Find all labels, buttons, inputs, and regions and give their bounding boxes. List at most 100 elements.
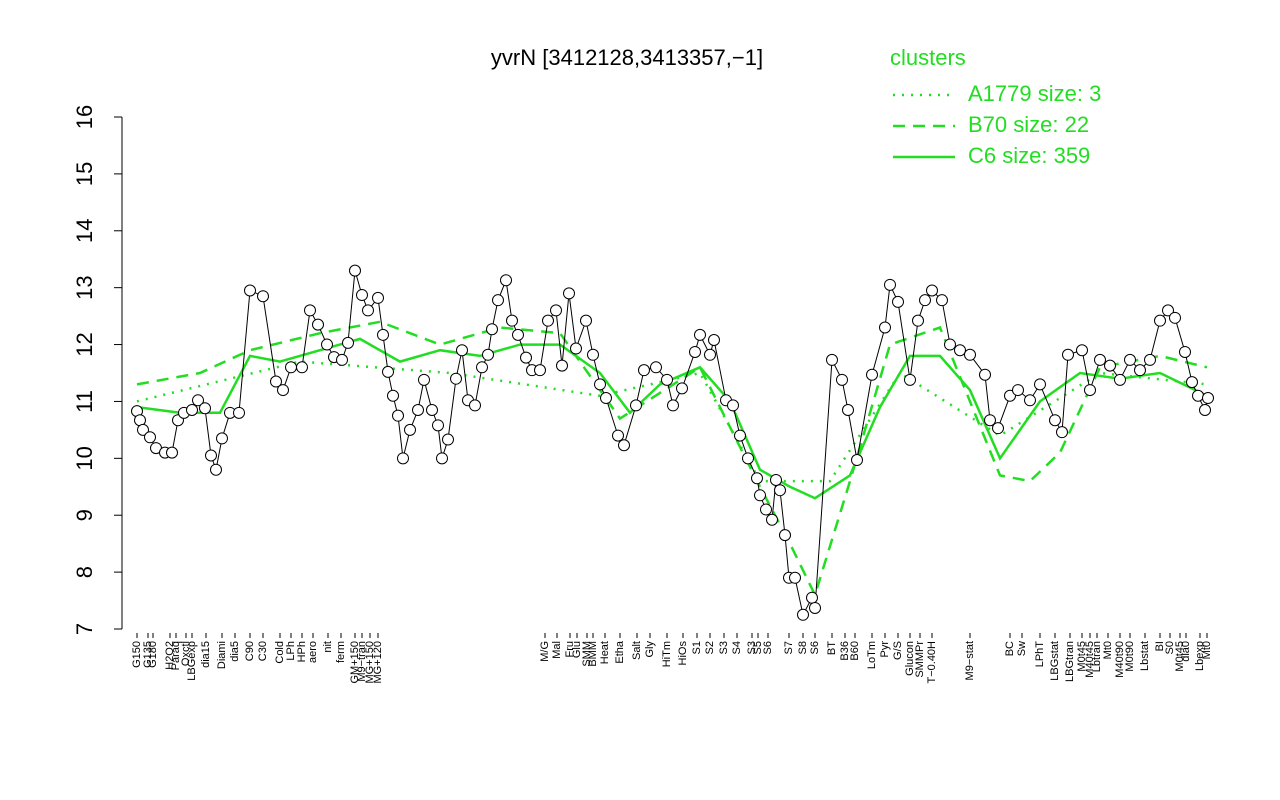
x-tick-label: G135 xyxy=(142,641,154,668)
data-point xyxy=(205,449,217,462)
data-point xyxy=(285,361,297,374)
data-point xyxy=(1104,359,1116,372)
x-tick-label: Glu xyxy=(571,641,583,658)
x-tick-label: Fru xyxy=(564,641,576,658)
data-point xyxy=(766,513,778,526)
x-tick-label: SMMPr xyxy=(914,641,926,678)
data-point xyxy=(779,529,791,542)
data-point xyxy=(851,454,863,467)
data-point xyxy=(912,314,924,327)
data-point xyxy=(1024,394,1036,407)
x-tick-label: G/S xyxy=(892,641,904,660)
data-point xyxy=(492,294,504,307)
x-tick-label: Salt xyxy=(631,641,643,660)
x-tick-label: GM+150 xyxy=(349,641,361,684)
x-tick-label: MG+120 xyxy=(372,641,384,684)
data-point xyxy=(1134,364,1146,377)
data-point xyxy=(904,373,916,386)
data-point xyxy=(144,431,156,444)
data-point xyxy=(312,318,324,331)
data-point xyxy=(892,295,904,308)
y-tick-label: 11 xyxy=(72,390,97,413)
data-point xyxy=(936,294,948,307)
x-tick-label: S0 xyxy=(1164,641,1176,654)
data-point xyxy=(1154,314,1166,327)
x-tick-label: C30 xyxy=(257,641,269,661)
data-point xyxy=(469,399,481,412)
x-tick-label: nit xyxy=(322,641,334,653)
y-tick-label: 8 xyxy=(72,566,97,578)
data-point xyxy=(418,373,430,386)
data-point xyxy=(836,373,848,386)
data-point xyxy=(270,375,282,388)
y-tick-label: 14 xyxy=(72,219,97,243)
data-point xyxy=(377,328,389,341)
data-point xyxy=(296,361,308,374)
data-point xyxy=(304,304,316,317)
data-point xyxy=(754,489,766,502)
data-point xyxy=(708,334,720,347)
data-point xyxy=(486,323,498,336)
data-point xyxy=(216,432,228,445)
x-tick-label: LBGexp xyxy=(186,641,198,681)
legend-label: C6 size: 359 xyxy=(968,143,1090,168)
data-point xyxy=(797,608,809,621)
data-point xyxy=(1056,426,1068,439)
x-tick-label: S5 xyxy=(752,641,764,654)
data-point xyxy=(186,403,198,416)
data-point xyxy=(1124,353,1136,366)
data-point xyxy=(1199,403,1211,416)
data-point xyxy=(563,287,575,300)
data-point xyxy=(1179,345,1191,358)
data-point xyxy=(166,446,178,459)
x-tick-label: M9−tran xyxy=(356,641,368,682)
x-tick-label: LPhT xyxy=(1034,641,1046,668)
data-point xyxy=(137,423,149,436)
x-tick-label: Sw xyxy=(1016,641,1028,656)
data-point xyxy=(277,384,289,397)
x-tick-label: aero xyxy=(307,641,319,663)
x-tick-label: Mal xyxy=(551,641,563,659)
legend-label: B70 size: 22 xyxy=(968,112,1089,137)
data-point xyxy=(512,328,524,341)
x-tick-label: Heat xyxy=(599,641,611,664)
data-point xyxy=(992,422,1004,435)
data-point xyxy=(964,348,976,361)
data-point xyxy=(1162,304,1174,317)
data-point xyxy=(806,591,818,604)
data-point xyxy=(1192,389,1204,402)
data-point xyxy=(382,365,394,378)
cluster-line xyxy=(136,337,1208,500)
data-point xyxy=(1049,414,1061,427)
data-point xyxy=(979,368,991,381)
data-point xyxy=(356,289,368,302)
data-point xyxy=(321,338,333,351)
x-tick-label: LBGstat xyxy=(1049,641,1061,681)
data-point xyxy=(534,364,546,377)
data-point xyxy=(826,353,838,366)
data-point xyxy=(456,344,468,357)
x-tick-label: M/G xyxy=(539,641,551,662)
x-tick-label: S8 xyxy=(797,641,809,654)
x-tick-label: S3 xyxy=(746,641,758,654)
x-tick-label: BMM xyxy=(587,641,599,667)
x-tick-label: LPh xyxy=(285,641,297,661)
data-point xyxy=(372,291,384,304)
x-tick-label: MG+150 xyxy=(364,641,376,684)
y-tick-label: 13 xyxy=(72,275,97,299)
data-point xyxy=(412,403,424,416)
x-tick-label: B60 xyxy=(849,641,861,661)
data-point xyxy=(482,348,494,361)
data-point xyxy=(1114,373,1126,386)
data-point xyxy=(842,403,854,416)
y-tick-label: 9 xyxy=(72,509,97,521)
data-point xyxy=(1094,353,1106,366)
data-point xyxy=(919,294,931,307)
x-tick-label: S3 xyxy=(718,641,730,654)
data-point xyxy=(600,392,612,405)
x-tick-label: S6 xyxy=(762,641,774,654)
data-point xyxy=(1202,392,1214,405)
data-point xyxy=(760,503,772,516)
x-tick-label: dia5 xyxy=(229,641,241,662)
